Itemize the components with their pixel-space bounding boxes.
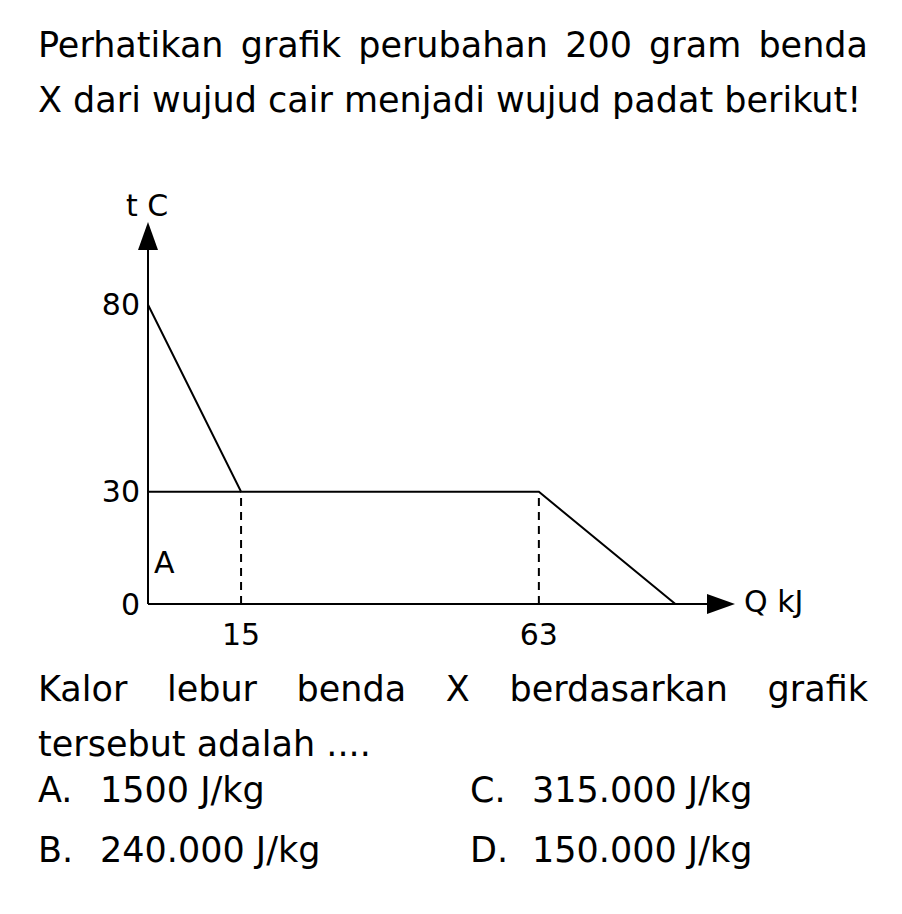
html-text:A: A [154,545,175,580]
html-text:Q kJ: Q kJ [744,584,804,619]
html-text:C.: C. [470,770,506,810]
html-text:D.: D. [470,830,509,870]
html-text:B.: B. [38,830,74,870]
html-text:A.: A. [38,770,73,810]
html-text:Perhatikan grafik perubahan 20: Perhatikan grafik perubahan 200 gram ben… [38,25,868,120]
svg-text:63: 63 [520,617,558,652]
html-text:1500 J/kg: 1500 J/kg [100,770,265,810]
svg-text:15: 15 [222,617,260,652]
html-text:150.000 J/kg: 150.000 J/kg [532,830,753,870]
html-text:t C: t C [126,188,169,223]
html-text:Kalor lebur benda X berdasarka: Kalor lebur benda X berdasarkan grafik t… [38,669,868,764]
svg-text:30: 30 [102,474,140,509]
svg-text:0: 0 [121,587,140,622]
html-text:240.000 J/kg: 240.000 J/kg [100,830,321,870]
svg-text:80: 80 [102,287,140,322]
html-text:315.000 J/kg: 315.000 J/kg [532,770,753,810]
